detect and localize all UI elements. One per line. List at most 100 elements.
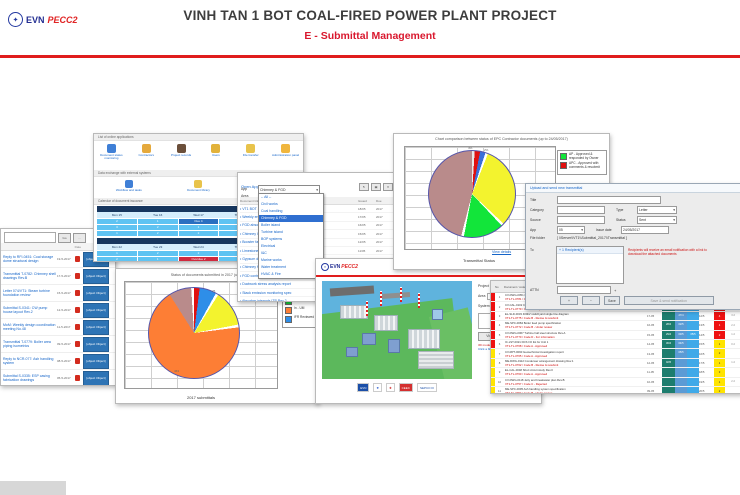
table-row[interactable]: 11 ME-SPC-0095 Ash handling system speci… (491, 386, 740, 393)
list-item[interactable]: Transmittal T-0779: Boiler area piping i… (1, 336, 115, 353)
calendar-cell[interactable]: 1 (137, 257, 178, 261)
table-row[interactable]: 6 IC-LST-0021 DCS I/O list for Unit 1 VT… (491, 339, 740, 350)
dropdown-option[interactable]: Chimney & FGD (259, 215, 323, 222)
open-doc-button[interactable]: [object Object] (83, 353, 109, 369)
doc-title-link[interactable]: Transmittal T-0779: Boiler area piping i… (3, 339, 51, 348)
doc-title-link[interactable]: Transmittal T-0782: Chimney shell drawin… (3, 271, 56, 280)
attn-plus[interactable]: + (614, 287, 617, 293)
doc-title-link[interactable]: Reply to RFI-0451: Coal storage dome str… (3, 254, 54, 263)
document-cell[interactable]: IC-LST-0021 DCS I/O list for Unit 1 VT1-… (504, 340, 647, 348)
app-tile[interactable]: Document status monitoring (96, 144, 126, 161)
calendar-cell[interactable]: Overdue 2 (178, 257, 219, 261)
toolbar-button[interactable]: ▣ (371, 183, 381, 191)
app-tile[interactable]: File transfer (236, 144, 266, 157)
status-select[interactable]: Sent ▾ (637, 216, 677, 224)
table-row[interactable]: 7 CV-RPT-0090 Geotechnical investigation… (491, 349, 740, 359)
calendar-cell[interactable]: 2 (178, 251, 219, 256)
document-link[interactable]: • Ductwork stress analysis report (240, 282, 291, 287)
toolbar-button[interactable]: ↻ (359, 183, 369, 191)
recipient-listbox[interactable]: + 1 Recipient(s) (556, 246, 624, 284)
app-tile[interactable]: Contractors (131, 144, 161, 157)
toolbar-button[interactable]: ✕ (383, 183, 393, 191)
pie-chart-2017-status[interactable] (148, 287, 240, 379)
table-row[interactable]: 9 EL-CAL-0048 Short circuit study Rev.0 … (491, 368, 740, 378)
calendar-cell[interactable]: 1 (97, 251, 137, 256)
app-tile[interactable]: Workflow and tasks (114, 180, 144, 192)
dropdown-option[interactable]: Civil works (261, 202, 278, 206)
dropdown-option[interactable]: Boiler island (261, 223, 281, 227)
document-cell[interactable]: CV-RPT-0090 Geotechnical investigation r… (504, 350, 647, 358)
calendar-cell[interactable]: 2 (97, 219, 137, 224)
document-link[interactable]: • Absorber internals ITP Rev.2 (240, 298, 287, 302)
dropdown-option[interactable]: BOP systems (261, 237, 283, 241)
list-item[interactable]: Transmittal T-0782: Chimney shell drawin… (1, 268, 115, 285)
calendar-cell[interactable]: Due 4 (178, 219, 219, 224)
calendar-cell[interactable]: 1 (97, 231, 137, 236)
open-doc-button[interactable]: [object Object] (83, 336, 109, 352)
app-tile[interactable]: Document library (183, 180, 213, 192)
app-select[interactable]: 05 ▾ (557, 226, 585, 234)
issue-date-input[interactable]: 24/05/2017 (621, 226, 669, 234)
calendar-cell[interactable]: 1 (178, 225, 219, 230)
remove-button[interactable]: − (582, 296, 600, 305)
search-input[interactable] (4, 232, 56, 243)
search-button[interactable]: Go (58, 232, 71, 243)
calendar-cell[interactable]: 2 (137, 231, 178, 236)
title-input[interactable] (557, 196, 661, 204)
category-input[interactable] (557, 206, 605, 214)
list-item[interactable]: Submittal S-0341: CW pump house layout R… (1, 302, 115, 319)
document-cell[interactable]: ME-SPC-0095 Ash handling system specific… (504, 387, 647, 393)
table-row[interactable]: 5 CV-DWG-0067 Turbine hall steel structu… (491, 330, 740, 340)
doc-title-link[interactable]: Submittal S-0341: CW pump house layout R… (3, 305, 48, 314)
calendar-cell[interactable]: 2 (137, 225, 178, 230)
table-row[interactable]: 3 EL-SLD-0033 400kV switchyard single li… (491, 311, 740, 322)
document-cell[interactable]: ME-SPC-0084 Boiler feed pump specificati… (504, 321, 647, 329)
dropdown-option[interactable]: Turbine island (261, 230, 283, 234)
table-row[interactable]: 10 CV-DWG-0118 Jetty and breakwater plan… (491, 377, 740, 387)
calendar-cell[interactable]: 2 (97, 257, 137, 261)
calendar-cell[interactable]: 2 (178, 231, 219, 236)
calendar-cell[interactable]: 3 (97, 225, 137, 230)
document-cell[interactable]: EL-CAL-0048 Short circuit study Rev.0 VT… (504, 368, 647, 376)
calendar-cell[interactable]: 1 (137, 219, 178, 224)
more-button[interactable]: ... (73, 232, 86, 243)
open-doc-button[interactable]: [object Object] (83, 370, 109, 385)
open-doc-button[interactable]: [object Object] (83, 319, 109, 335)
doc-title-link[interactable]: Letter 074/VT1: Steam turbine foundation… (3, 288, 50, 297)
table-row[interactable]: 4 ME-SPC-0084 Boiler feed pump specifica… (491, 321, 740, 331)
dropdown-option[interactable]: Coal handling (261, 209, 283, 213)
list-item[interactable]: Letter 074/VT1: Steam turbine foundation… (1, 285, 115, 302)
dropdown-option[interactable]: Water treatment (261, 265, 286, 269)
attn-input[interactable] (557, 286, 611, 294)
doc-title-link[interactable]: Reply to NCR-077: Ash handling system (3, 356, 54, 365)
type-select[interactable]: Letter ▾ (637, 206, 677, 214)
open-doc-button[interactable]: [object Object] (83, 268, 109, 284)
open-doc-button[interactable]: [object Object] (83, 302, 109, 318)
dropdown-option[interactable]: HVAC & Fire (261, 272, 281, 276)
list-item[interactable]: Submittal S-0335: ESP casing fabrication… (1, 370, 115, 385)
dropdown-option[interactable]: I&C (261, 251, 267, 255)
add-recipient-link[interactable]: + 1 Recipient(s) (557, 247, 623, 255)
app-tile[interactable]: Users (201, 144, 231, 157)
save-button[interactable]: Save (604, 296, 620, 305)
document-cell[interactable]: CV-DWG-0067 Turbine hall steel structure… (504, 331, 647, 339)
document-link[interactable]: • Stack emission monitoring spec (240, 290, 292, 295)
plant-3d-render[interactable] (322, 281, 472, 379)
dropdown-option[interactable]: Marine works (261, 258, 282, 262)
dropdown-option[interactable]: Electrical (261, 244, 276, 248)
document-cell[interactable]: EL-SLD-0033 400kV switchyard single line… (504, 312, 647, 320)
open-doc-button[interactable]: [object Object] (83, 285, 109, 301)
view-details-link[interactable]: View details (492, 250, 512, 254)
list-item[interactable]: MoM: Weekly design coordination meeting … (1, 319, 115, 336)
document-cell[interactable]: CV-DWG-0118 Jetty and breakwater plan Re… (504, 378, 647, 386)
dropdown-option[interactable]: -- All -- (261, 195, 272, 199)
doc-title-link[interactable]: Submittal S-0335: ESP casing fabrication… (3, 373, 50, 382)
list-item[interactable]: Reply to NCR-077: Ash handling system 08… (1, 353, 115, 370)
pie-chart-transmittal-status[interactable] (428, 150, 516, 238)
app-tile[interactable]: Project records (166, 144, 196, 157)
add-button[interactable]: + (560, 296, 578, 305)
calendar-cell[interactable]: 2 (137, 251, 178, 256)
source-input[interactable] (557, 216, 605, 224)
table-row[interactable]: 8 ME-DWG-0112 Condenser arrangement draw… (491, 358, 740, 369)
doc-title-link[interactable]: MoM: Weekly design coordination meeting … (3, 322, 56, 331)
